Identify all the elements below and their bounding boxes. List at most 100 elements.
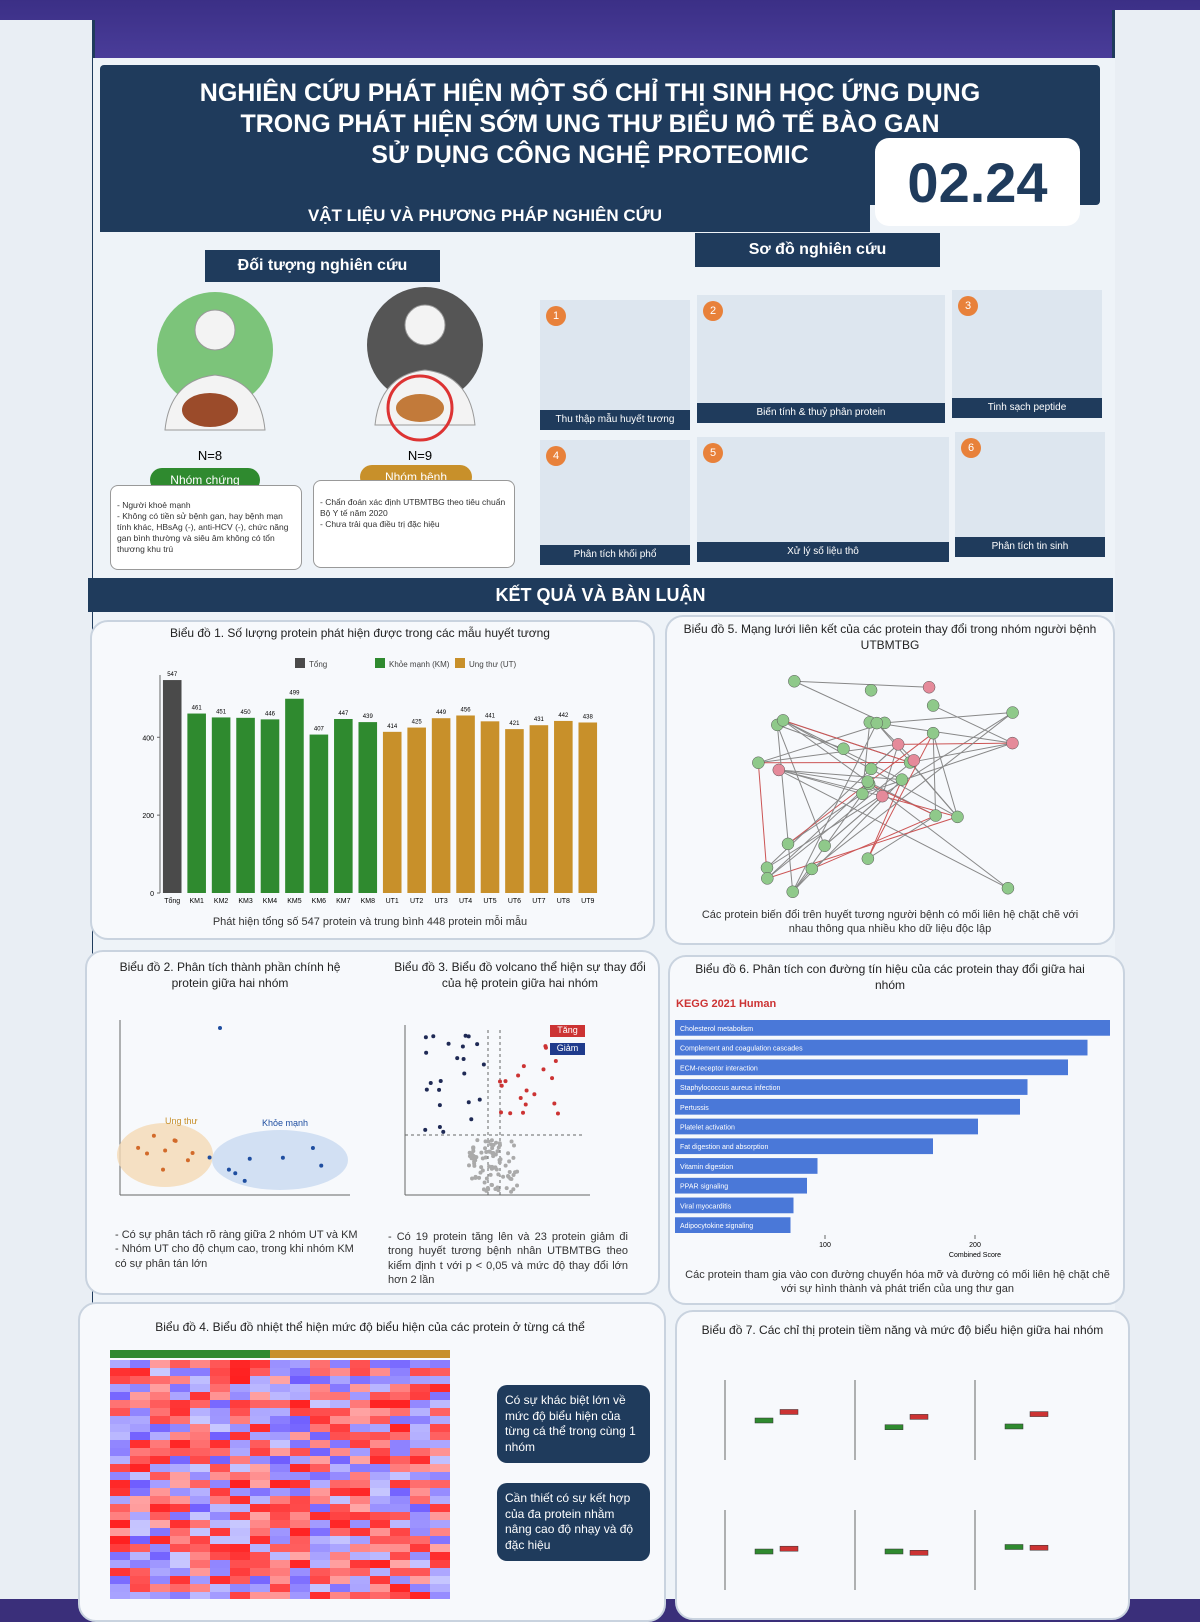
- bar: [187, 714, 206, 893]
- box: [780, 1546, 798, 1551]
- heatmap-cell: [250, 1576, 270, 1584]
- heatmap-cell: [350, 1512, 370, 1520]
- heatmap-cell: [230, 1432, 250, 1440]
- x-tick-label: UT6: [508, 898, 521, 905]
- heatmap-cell: [150, 1480, 170, 1488]
- heatmap-cell: [370, 1456, 390, 1464]
- heatmap-cell: [190, 1576, 210, 1584]
- network-node: [896, 774, 908, 786]
- callout: Cần thiết có sự kết hợp của đa protein n…: [497, 1483, 650, 1561]
- heatmap-cell: [430, 1560, 450, 1568]
- value-label: 461: [192, 706, 203, 712]
- heatmap-cell: [350, 1496, 370, 1504]
- heatmap-cell: [350, 1536, 370, 1544]
- volcano-point: [501, 1175, 505, 1179]
- network-node: [876, 790, 888, 802]
- heatmap-cell: [290, 1472, 310, 1480]
- heatmap-cell: [390, 1456, 410, 1464]
- heatmap-group: [410, 1350, 430, 1358]
- volcano-point: [512, 1143, 516, 1147]
- volcano-point: [482, 1187, 486, 1191]
- figure-bullets: - Có 19 protein tăng lên và 23 protein g…: [388, 1230, 628, 1287]
- heatmap-cell: [330, 1576, 350, 1584]
- heatmap-cell: [370, 1528, 390, 1536]
- heatmap-cell: [290, 1504, 310, 1512]
- heatmap-cell: [290, 1408, 310, 1416]
- x-tick-label: UT2: [410, 898, 423, 905]
- heatmap-cell: [170, 1576, 190, 1584]
- network-node: [777, 714, 789, 726]
- heatmap-cell: [410, 1424, 430, 1432]
- heatmap-cell: [370, 1592, 390, 1599]
- x-tick-label: KM8: [361, 898, 376, 905]
- heatmap-cell: [370, 1584, 390, 1592]
- heatmap-cell: [290, 1552, 310, 1560]
- heatmap-cell: [270, 1360, 290, 1368]
- bar-label: PPAR signaling: [680, 1184, 728, 1191]
- heatmap-cell: [410, 1464, 430, 1472]
- heatmap-cell: [270, 1584, 290, 1592]
- box: [780, 1409, 798, 1414]
- heatmap-cell: [390, 1408, 410, 1416]
- heatmap-cell: [350, 1576, 370, 1584]
- heatmap-cell: [370, 1568, 390, 1576]
- heatmap-cell: [250, 1592, 270, 1599]
- bar: [236, 718, 255, 893]
- heatmap-cell: [430, 1408, 450, 1416]
- volcano-point: [497, 1145, 501, 1149]
- volcano-point: [424, 1051, 428, 1055]
- heatmap-cell: [150, 1552, 170, 1560]
- network-edge: [767, 760, 914, 878]
- heatmap-cell: [130, 1544, 150, 1552]
- network-edge: [812, 816, 936, 869]
- volcano-point: [507, 1159, 511, 1163]
- heatmap-group: [430, 1350, 450, 1358]
- heatmap-cell: [190, 1512, 210, 1520]
- heatmap-cell: [210, 1496, 230, 1504]
- heatmap-cell: [170, 1544, 190, 1552]
- heatmap-cell: [410, 1536, 430, 1544]
- pca-point: [227, 1168, 231, 1172]
- heatmap-cell: [410, 1432, 430, 1440]
- heatmap-cell: [190, 1376, 210, 1384]
- heatmap-cell: [270, 1488, 290, 1496]
- heatmap-cell: [430, 1384, 450, 1392]
- heatmap-cell: [210, 1408, 230, 1416]
- heatmap-cell: [190, 1592, 210, 1599]
- value-label: 431: [534, 717, 545, 723]
- heatmap-cell: [110, 1400, 130, 1408]
- heatmap-cell: [390, 1568, 410, 1576]
- heatmap-cell: [230, 1416, 250, 1424]
- heatmap-cell: [190, 1560, 210, 1568]
- heatmap-cell: [390, 1424, 410, 1432]
- heatmap-cell: [330, 1448, 350, 1456]
- volcano-point: [473, 1155, 477, 1159]
- network-node: [951, 811, 963, 823]
- volcano-point: [532, 1092, 536, 1096]
- group-notes: - Chẩn đoán xác định UTBMTBG theo tiêu c…: [313, 480, 515, 568]
- heatmap-cell: [330, 1496, 350, 1504]
- heatmap-cell: [110, 1480, 130, 1488]
- heatmap-cell: [230, 1496, 250, 1504]
- x-tick-label: UT4: [459, 898, 472, 905]
- heatmap-cell: [430, 1392, 450, 1400]
- heatmap-cell: [150, 1368, 170, 1376]
- heatmap-cell: [250, 1464, 270, 1472]
- heatmap-cell: [170, 1416, 190, 1424]
- heatmap-cell: [110, 1536, 130, 1544]
- heatmap-group: [310, 1350, 330, 1358]
- volcano-point: [490, 1183, 494, 1187]
- legend-swatch: [455, 658, 465, 668]
- heatmap-cell: [310, 1512, 330, 1520]
- heatmap-cell: [230, 1528, 250, 1536]
- value-label: 447: [338, 711, 349, 717]
- figure-bullets: - Có sự phân tách rõ ràng giữa 2 nhóm UT…: [115, 1228, 365, 1271]
- pca-point: [152, 1134, 156, 1138]
- bar: [505, 729, 524, 893]
- heatmap-cell: [250, 1472, 270, 1480]
- heatmap-cell: [330, 1480, 350, 1488]
- volcano-point: [515, 1183, 519, 1187]
- heatmap-cell: [430, 1576, 450, 1584]
- box: [1030, 1412, 1048, 1417]
- heatmap-cell: [430, 1496, 450, 1504]
